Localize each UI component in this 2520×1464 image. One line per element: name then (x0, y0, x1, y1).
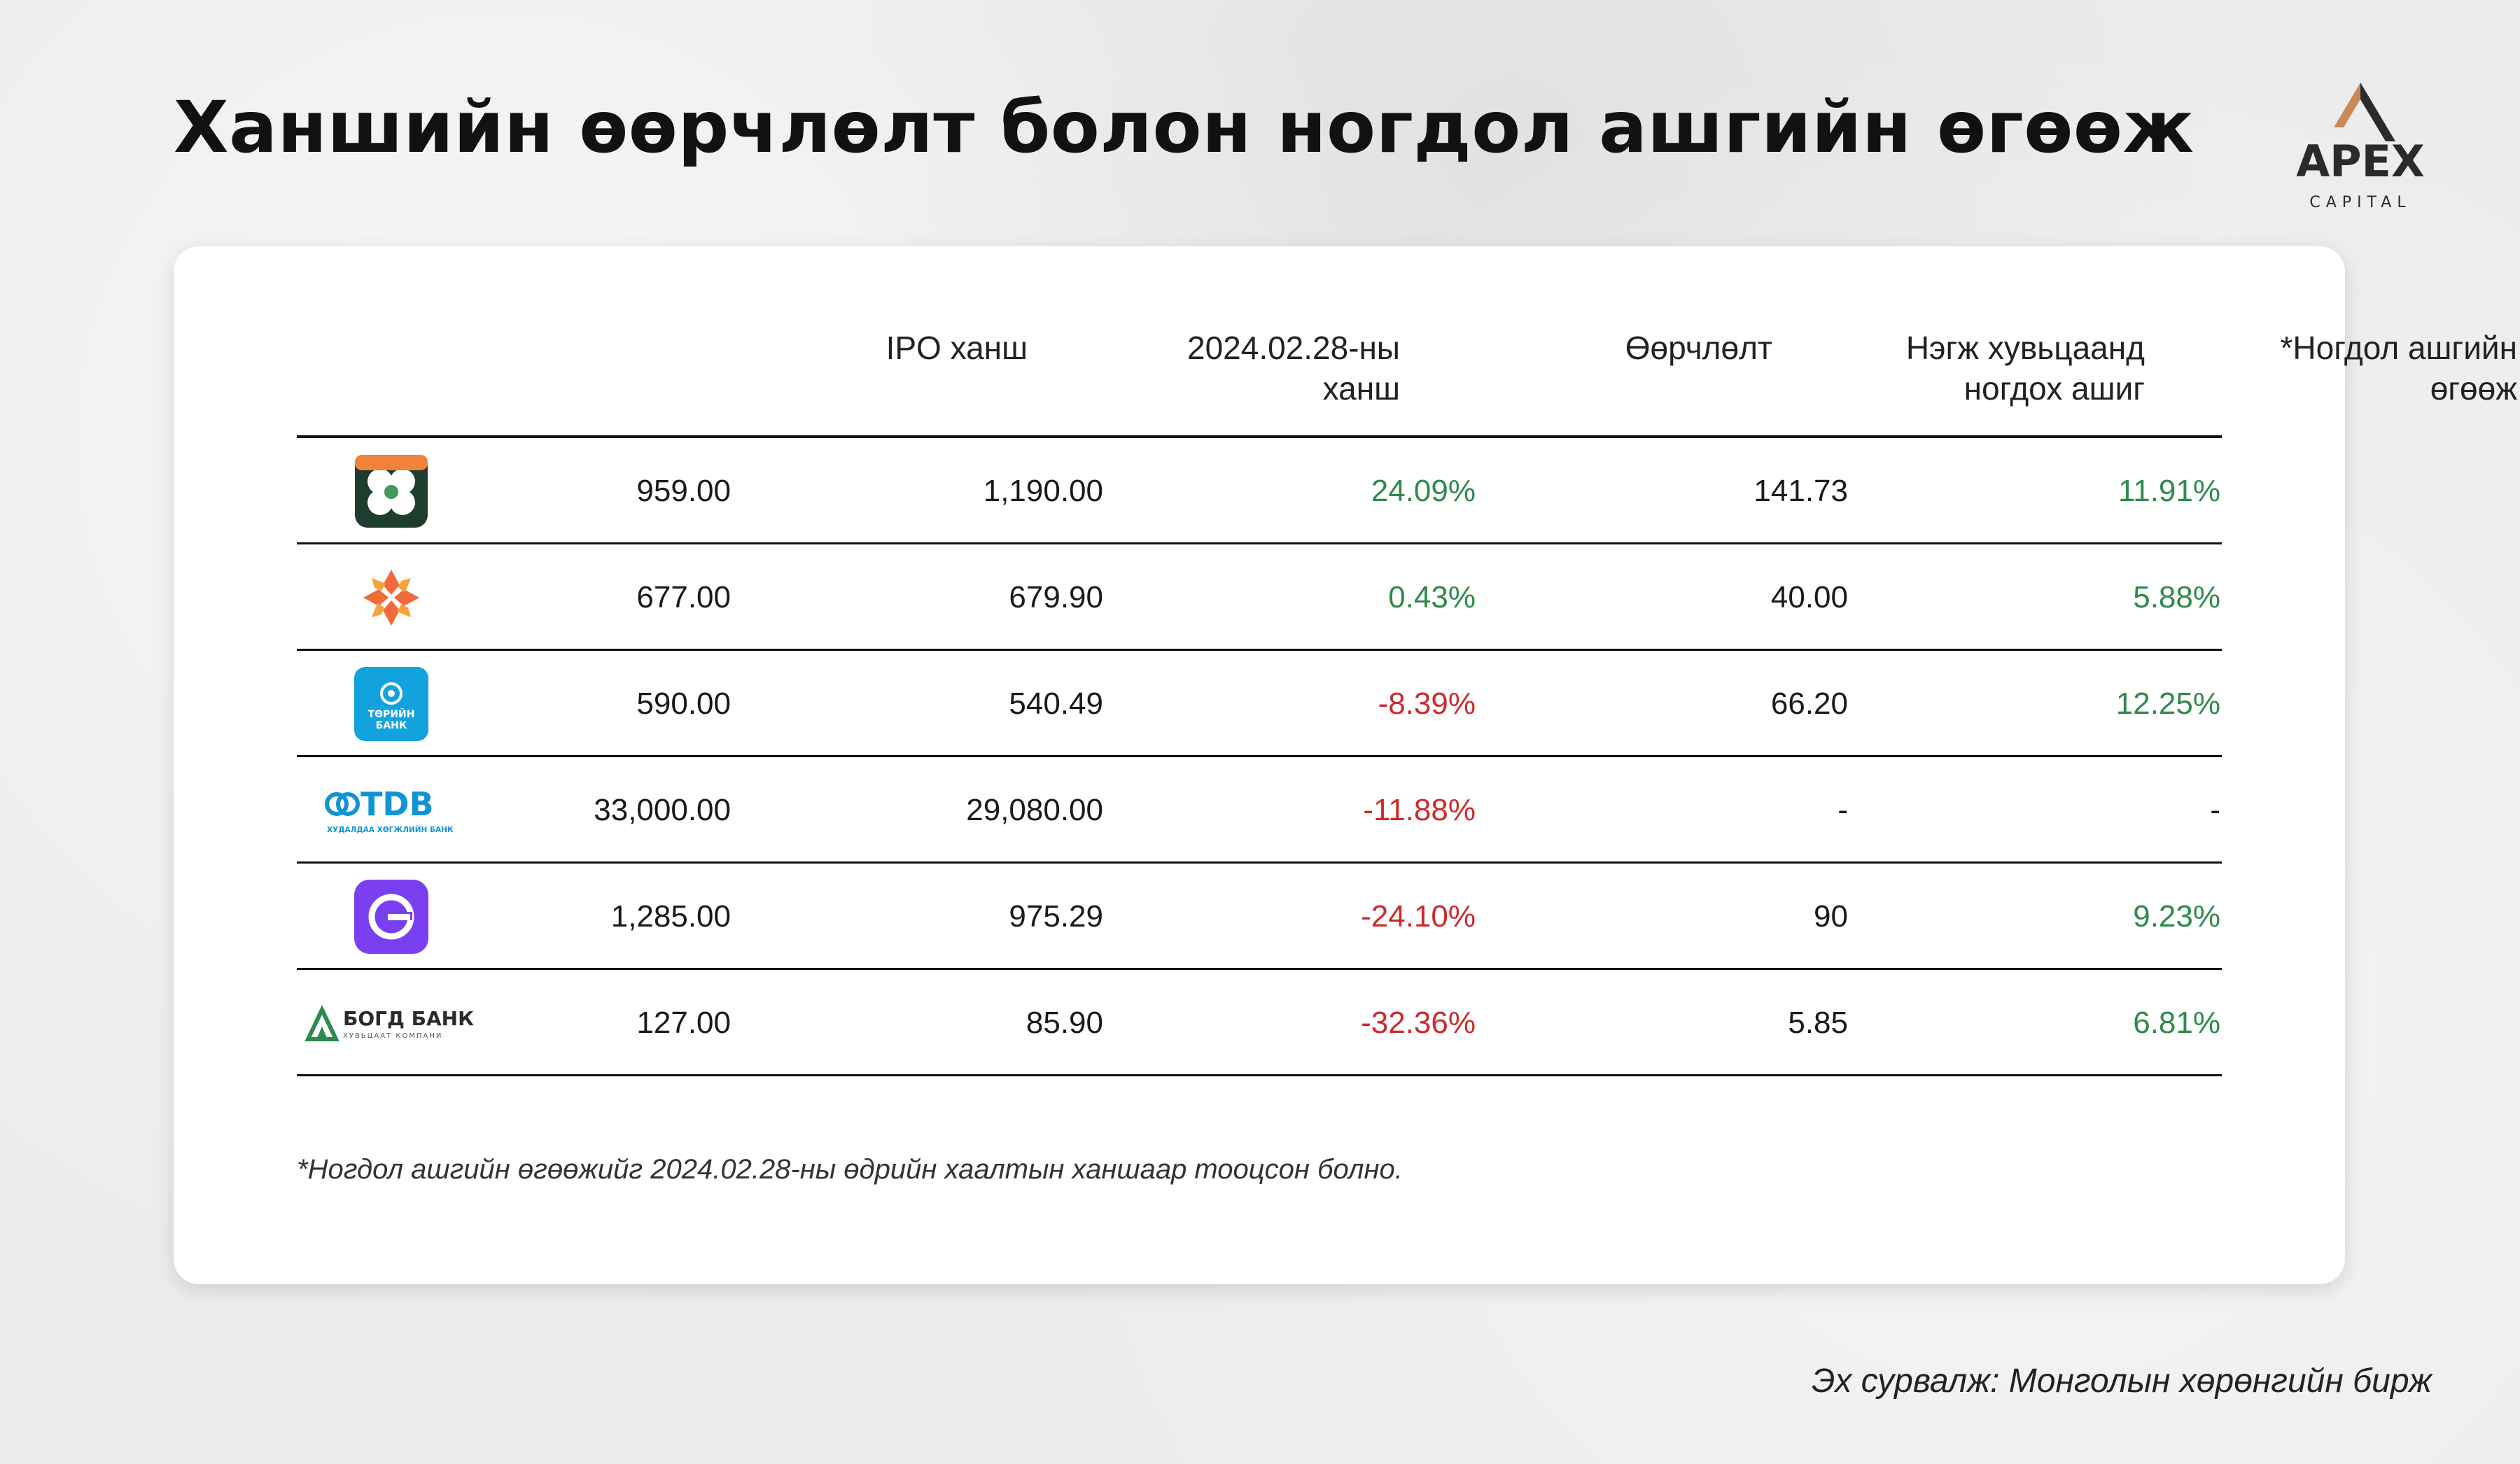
ipo-price-cell: 959.00 (636, 474, 731, 508)
footnote: *Ногдол ашгийн өгөөжийг 2024.02.28-ны өд… (297, 1154, 1403, 1185)
ipo-price-cell: 127.00 (636, 1006, 731, 1040)
eps-cell: 40.00 (1770, 580, 1848, 614)
header-yield: *Ногдол ашгийн өгөөж (2280, 330, 2517, 407)
page-title: Ханшийн өөрчлөлт болон ногдол ашгийн өгө… (174, 86, 2194, 169)
yield-cell: 9.23% (2133, 899, 2220, 934)
apex-capital-logo: APEX CAPITAL (2296, 83, 2425, 211)
change-cell: 0.43% (1388, 580, 1476, 614)
ipo-price-cell: 33,000.00 (594, 793, 731, 827)
table-body: 959.00 1,190.00 24.09% 141.73 11.91% (297, 438, 2222, 1076)
change-cell: -8.39% (1378, 687, 1476, 721)
table-row: 959.00 1,190.00 24.09% 141.73 11.91% (297, 438, 2222, 544)
header-ipo: IPO ханш (886, 330, 1028, 366)
current-price-cell: 29,080.00 (966, 793, 1103, 827)
svg-text:ХУВЬЦААТ КОМПАНИ: ХУВЬЦААТ КОМПАНИ (343, 1032, 442, 1040)
table-row: БОГД БАНК ХУВЬЦААТ КОМПАНИ 127.00 85.90 … (297, 970, 2222, 1076)
yield-cell: - (2210, 793, 2220, 827)
table-card (174, 246, 2345, 1284)
current-price-cell: 679.90 (1009, 580, 1103, 614)
header-price: 2024.02.28-ны ханш (1186, 330, 1400, 407)
change-cell: 24.09% (1371, 474, 1476, 508)
current-price-cell: 1,190.00 (983, 474, 1103, 508)
logo-text: APEX (2296, 136, 2425, 187)
svg-text:БОГД БАНК: БОГД БАНК (343, 1007, 474, 1030)
orange-knot-logo-icon (297, 544, 486, 651)
turiin-bank-logo-icon: ТӨРИЙН БАНК (297, 651, 486, 757)
clover-bank-logo-icon (297, 438, 486, 544)
logo-subtext: CAPITAL (2309, 194, 2411, 211)
change-cell: -11.88% (1363, 793, 1476, 827)
svg-text:ХУДАЛДАА ХӨГЖЛИЙН БАНК: ХУДАЛДАА ХӨГЖЛИЙН БАНК (327, 825, 454, 834)
ipo-price-cell: 677.00 (636, 580, 731, 614)
change-cell: -24.10% (1361, 899, 1476, 934)
ipo-price-cell: 590.00 (636, 687, 731, 721)
bogd-bank-logo-icon: БОГД БАНК ХУВЬЦААТ КОМПАНИ (297, 970, 486, 1076)
source-note: Эх сурвалж: Монголын хөрөнгийн бирж (1812, 1363, 2432, 1400)
svg-text:БАНК: БАНК (376, 720, 407, 731)
yield-cell: 6.81% (2133, 1006, 2220, 1040)
current-price-cell: 85.90 (1026, 1006, 1103, 1040)
table-row: ТӨРИЙН БАНК 590.00 540.49 -8.39% 66.20 1… (297, 651, 2222, 757)
yield-cell: 5.88% (2133, 580, 2220, 614)
eps-cell: - (1837, 793, 1848, 827)
purple-g-logo-icon (297, 864, 486, 970)
header-change: Өөрчлөлт (1625, 330, 1772, 366)
eps-cell: 90 (1814, 899, 1848, 934)
current-price-cell: 540.49 (1009, 687, 1103, 721)
ipo-price-cell: 1,285.00 (610, 899, 731, 934)
change-cell: -32.36% (1361, 1006, 1476, 1040)
table-row: 677.00 679.90 0.43% 40.00 5.88% (297, 544, 2222, 651)
table-row: TDB ХУДАЛДАА ХӨГЖЛИЙН БАНК 33,000.00 29,… (297, 757, 2222, 864)
eps-cell: 141.73 (1754, 474, 1848, 508)
table-row: 1,285.00 975.29 -24.10% 90 9.23% (297, 864, 2222, 970)
header-eps: Нэгж хувьцаанд ногдох ашиг (1905, 330, 2145, 407)
yield-cell: 12.25% (2115, 687, 2220, 721)
eps-cell: 66.20 (1770, 687, 1848, 721)
current-price-cell: 975.29 (1009, 899, 1103, 934)
table-header: IPO ханш 2024.02.28-ны ханш Өөрчлөлт Нэг… (297, 323, 2517, 438)
yield-cell: 11.91% (2118, 474, 2220, 508)
tdb-logo-icon: TDB ХУДАЛДАА ХӨГЖЛИЙН БАНК (297, 757, 486, 864)
svg-text:ТӨРИЙН: ТӨРИЙН (368, 708, 415, 720)
svg-text:TDB: TDB (360, 785, 434, 823)
eps-cell: 5.85 (1788, 1006, 1848, 1040)
